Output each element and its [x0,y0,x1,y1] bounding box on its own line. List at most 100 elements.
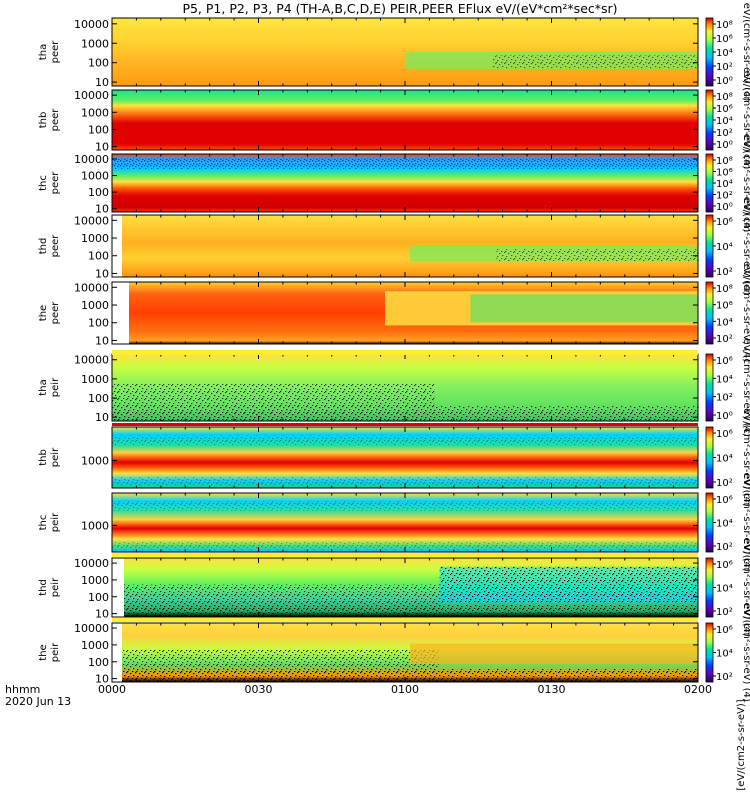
y-tick-label: 100 [88,186,109,199]
colorbar-tick-label: 10⁸ [716,20,733,31]
colorbar [705,353,714,422]
y-tick-label: 10000 [74,354,109,367]
low-flux-region [470,294,698,323]
y-axis-label-product: peir [50,377,61,397]
colorbar-tick-label: 10⁸ [716,156,733,167]
data-gap-speckle [112,435,698,446]
y-tick-label: 1000 [81,37,109,50]
y-axis-label-product: peir [50,642,61,662]
date-label: 2020 Jun 13 [5,695,71,708]
colorbar-tick-label: 10⁰ [716,140,733,151]
y-axis-label-probe: thb [38,449,49,466]
colorbar-tick-label: 10² [716,542,733,553]
y-tick-label: 10000 [74,622,109,635]
y-tick-label: 10 [95,203,109,216]
colorbar-tick-label: 10² [716,334,733,345]
y-axis-label-product: peer [50,171,61,195]
y-axis-label-product: peir [50,577,61,597]
y-tick-label: 10000 [74,557,109,570]
y-tick-label: 10 [95,267,109,280]
data-gap-speckle [112,501,698,511]
y-tick-label: 10 [95,76,109,89]
y-tick-label: 10 [95,608,109,621]
colorbar-tick-label: 10⁴ [716,242,733,253]
colorbar-tick-label: 10² [716,191,733,202]
y-axis-label-product: peir [50,447,61,467]
colorbar-tick-label: 10² [716,267,733,278]
x-tick-label: 0130 [538,683,566,696]
chart-title: P5, P1, P2, P3, P4 (TH-A,B,C,D,E) PEIR,P… [182,1,617,16]
colorbar [705,622,714,683]
colorbar-tick-label: 10² [716,128,733,139]
y-tick-label: 1000 [81,299,109,312]
y-axis-label-probe: thc [38,515,49,531]
data-gap-speckle [124,604,698,617]
panel-separator [112,553,698,557]
panel-separator [112,350,698,355]
y-tick-label: 1000 [81,455,109,468]
colorbar-tick-label: 10⁰ [716,411,733,422]
no-data-strip [112,282,129,344]
colorbar-tick-label: 10⁴ [716,48,733,59]
no-data-strip [112,215,122,277]
colorbar [705,214,714,278]
data-gap-speckle [439,566,698,603]
y-axis-label-probe: tha [38,44,49,60]
y-tick-label: 10 [95,334,109,347]
x-tick-label: 0000 [98,683,126,696]
y-tick-label: 1000 [81,373,109,386]
y-tick-label: 10 [95,141,109,154]
x-tick-label: 0030 [245,683,273,696]
colorbar-tick-label: 10⁶ [716,625,733,636]
y-tick-label: 1000 [81,639,109,652]
colorbar-label: eV/(cm²-s-sr-eV) (4) [741,134,750,233]
enhanced-flux-region [410,643,698,665]
panel-separator [112,618,698,622]
colorbar-label: eV/(cm²-s-sr-eV) (4) [741,197,750,296]
x-axis-corner-label: hhmm [5,683,40,696]
y-tick-label: 10000 [74,89,109,102]
no-data-strip [112,623,122,682]
colorbar-tick-label: 10² [716,607,733,618]
y-tick-label: 100 [88,656,109,669]
y-axis-label-probe: the [38,644,49,660]
y-axis-label-product: peer [50,108,61,132]
y-axis-label-product: peer [50,40,61,64]
colorbar-label: eV/(cm²-s-sr-eV) (4) [741,71,750,170]
data-gap-speckle [112,158,698,170]
panel-the-peer: 10000 1000 100 10 the peer 10⁸ 10⁶ 10⁴ 10² eV/(cm²… [38,264,750,363]
colorbar [705,426,714,489]
colorbar-tick-label: 10⁰ [716,76,733,87]
y-tick-label: 100 [88,317,109,330]
y-tick-label: 10000 [74,281,109,294]
colorbar-tick-label: 10⁴ [716,454,733,465]
y-tick-label: 10 [95,411,109,424]
y-tick-label: 10000 [74,153,109,166]
colorbar-tick-label: 10² [716,672,733,683]
colorbar-tick-label: 10⁰ [716,202,733,213]
colorbar-unit-label: [eV/(cm2-s-sr-eV)] [736,699,747,790]
colorbar-tick-label: 10⁴ [716,519,733,530]
colorbar-tick-label: 10² [716,393,733,404]
spectrogram-image [112,90,698,150]
colorbar-tick-label: 10⁴ [716,179,733,190]
data-gap-speckle [112,541,698,550]
panel-thd-peer: 10000 1000 100 10 thd peer 10⁶ 10⁴ 10² eV/(cm²-s-… [38,197,750,296]
colorbar-tick-label: 10⁶ [716,495,733,506]
y-axis-label-probe: the [38,305,49,321]
y-tick-label: 100 [88,250,109,263]
colorbar [705,492,714,553]
y-tick-label: 1000 [81,574,109,587]
colorbar-tick-label: 10² [716,478,733,489]
no-data-strip [112,558,124,617]
y-axis-label-product: peer [50,234,61,258]
panel-tha-peer: 10000 1000 100 10 tha peer 10⁸ 10⁶ 10⁴ 10² 10⁰ eV/(… [38,3,750,102]
y-tick-label: 100 [88,57,109,70]
colorbar [705,281,714,345]
colorbar [705,153,714,213]
